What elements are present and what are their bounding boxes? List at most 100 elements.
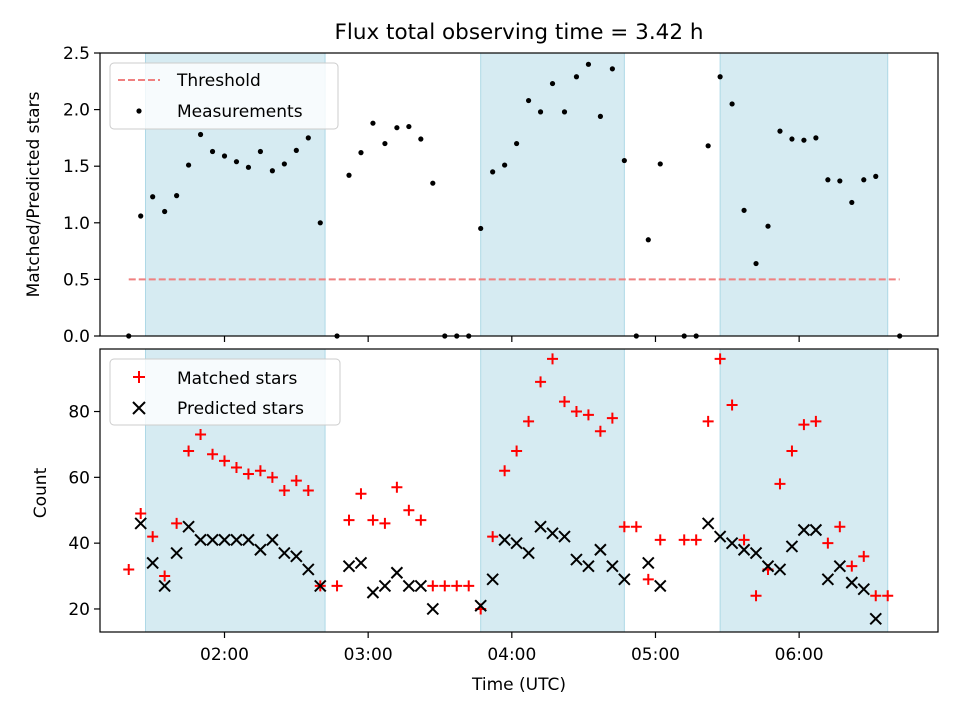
measurement-point (346, 172, 352, 178)
matched-stars-point (463, 580, 475, 592)
measurement-point (490, 169, 496, 175)
matched-stars-point (582, 409, 594, 421)
measurement-point (269, 168, 275, 174)
chart-title: Flux total observing time = 3.42 h (335, 20, 704, 45)
xtick-label: 06:00 (775, 645, 824, 665)
predicted-stars-point (642, 556, 655, 570)
matched-stars-point (183, 445, 195, 457)
measurement-point (549, 80, 556, 87)
matched-stars-point (415, 514, 427, 526)
xtick-label: 02:00 (200, 645, 249, 665)
matched-stars-point (714, 353, 726, 365)
predicted-stars-point (366, 586, 380, 599)
matched-stars-point (594, 425, 606, 437)
matched-stars-point (786, 445, 798, 457)
matched-stars-point (278, 485, 290, 496)
top-ytick-label: 1.5 (63, 157, 90, 177)
legend-measurements-marker (136, 108, 142, 114)
predicted-stars-point (218, 533, 231, 547)
predicted-stars-point (182, 520, 195, 533)
measurement-point (801, 137, 807, 143)
predicted-stars-point (821, 573, 835, 586)
measurement-point (233, 159, 240, 165)
predicted-stars-point (302, 563, 315, 576)
matched-stars-point (558, 396, 570, 408)
matched-stars-point (810, 415, 822, 427)
matched-stars-point (331, 580, 343, 592)
matched-stars-point (427, 580, 439, 592)
measurement-point (281, 161, 287, 167)
predicted-stars-point (170, 546, 183, 560)
measurement-point (537, 109, 544, 115)
shaded-interval-3 (719, 52, 889, 337)
predicted-stars-point (618, 573, 631, 586)
top-x-ticks (223, 336, 800, 342)
measurement-point (245, 164, 252, 170)
xtick-label: 05:00 (631, 645, 680, 665)
measurement-point (221, 153, 228, 159)
matched-stars-point (391, 481, 403, 493)
bottom-axes-frame (99, 348, 939, 633)
bottom-y-ticks: 20 40 60 80 (68, 403, 100, 620)
matched-stars-point (750, 590, 762, 602)
matched-stars-point (123, 563, 135, 575)
measurement-point (478, 225, 484, 232)
predicted-stars-point (290, 550, 303, 563)
measurement-point (305, 135, 311, 141)
matched-stars-point (207, 448, 219, 460)
top-y-axis-label: Matched/Predicted stars (24, 91, 44, 297)
matched-stars-point (678, 534, 690, 546)
matched-stars-point (511, 445, 523, 457)
matched-stars-point (822, 537, 834, 549)
bottom-x-ticks: 02:00 03:00 04:00 05:00 06:00 (200, 632, 824, 665)
predicted-stars-point (254, 543, 267, 556)
matched-stars-point (618, 521, 630, 533)
predicted-stars-point (701, 517, 715, 530)
top-ytick-label: 0.5 (63, 270, 90, 290)
predicted-stars-point (833, 559, 847, 573)
measurement-point (561, 109, 568, 115)
measurement-point (418, 136, 424, 142)
predicted-stars-point (486, 573, 499, 586)
measurement-point (257, 148, 264, 155)
matched-stars-point (266, 471, 278, 483)
matched-stars-point (630, 521, 642, 533)
predicted-stars-point (134, 517, 147, 530)
measurement-point (825, 177, 831, 183)
measurement-point (406, 123, 412, 130)
matched-stars-point (219, 455, 231, 467)
measurement-point (813, 135, 819, 141)
predicted-stars-point (570, 553, 583, 566)
predicted-stars-point (474, 599, 487, 612)
matched-stars-point (403, 504, 415, 516)
measurement-point (514, 140, 520, 147)
measurement-point (293, 147, 299, 153)
predicted-stars-point (242, 533, 255, 547)
measurement-point (394, 125, 400, 131)
matched-stars-point (834, 521, 846, 533)
matched-stars-point (523, 415, 535, 427)
predicted-stars-point (266, 533, 279, 547)
matched-stars-point (654, 534, 666, 546)
measurement-point (657, 161, 663, 167)
matched-stars-point (135, 508, 147, 520)
xtick-label: 04:00 (487, 645, 536, 665)
top-legend-box (109, 62, 339, 130)
matched-stars-point (798, 419, 810, 431)
predicted-stars-point (582, 559, 595, 573)
measurement-point (765, 223, 771, 229)
measurement-point (162, 208, 168, 215)
measurement-point (502, 162, 508, 168)
legend-threshold-label: Threshold (176, 71, 261, 91)
measurement-point (741, 207, 747, 213)
predicted-stars-point (158, 579, 171, 593)
predicted-stars-point (206, 533, 219, 547)
measurement-point (861, 177, 867, 183)
matched-stars-point (302, 485, 314, 496)
predicted-stars-point (522, 546, 535, 560)
shaded-interval-2 (480, 348, 625, 633)
top-ytick-label: 2.0 (63, 101, 90, 121)
matched-stars-point (487, 531, 499, 543)
bottom-shaded-intervals (144, 348, 889, 633)
